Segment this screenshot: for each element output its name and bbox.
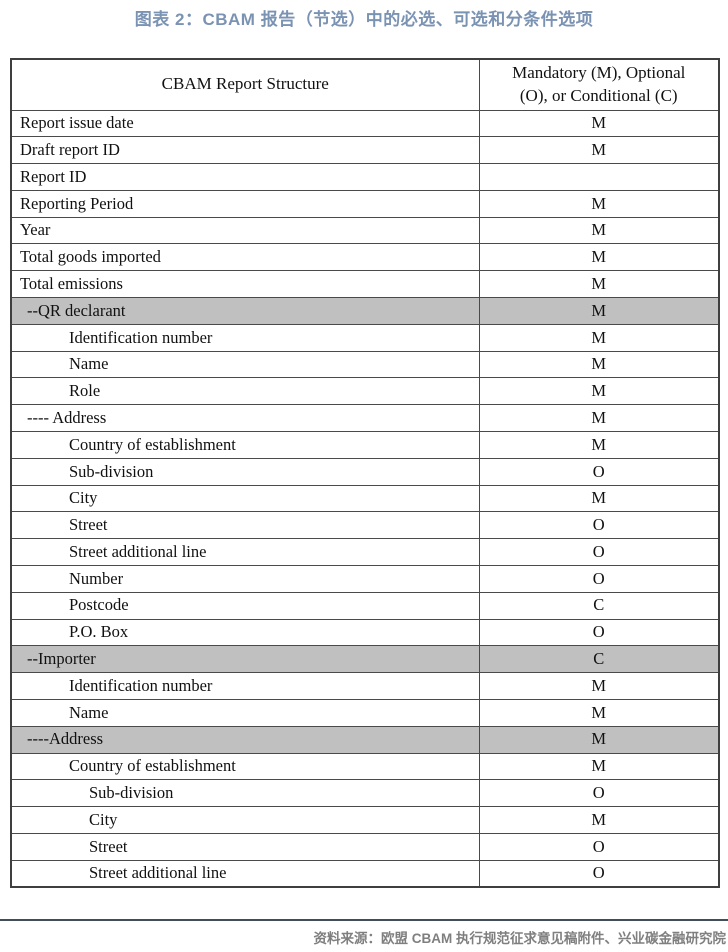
- row-label: Report ID: [10, 163, 480, 191]
- row-label: Identification number: [10, 323, 480, 352]
- table-row: Identification number M: [10, 323, 720, 352]
- row-label: Name: [10, 350, 480, 379]
- row-label: Street: [10, 833, 480, 861]
- table-header-row: CBAM Report Structure Mandatory (M), Opt…: [10, 58, 720, 111]
- row-value: M: [478, 109, 720, 138]
- table-row: Postcode C: [10, 591, 720, 620]
- row-value: M: [478, 699, 720, 727]
- row-value: O: [478, 565, 720, 593]
- row-label: Country of establishment: [10, 752, 480, 781]
- row-value: M: [478, 297, 720, 325]
- source-note: 资料来源：欧盟 CBAM 执行规范征求意见稿附件、兴业碳金融研究院: [313, 931, 727, 946]
- row-value: M: [478, 216, 720, 245]
- column-header-moc: Mandatory (M), Optional (O), or Conditio…: [478, 58, 720, 111]
- table-row: Reporting Period M: [10, 189, 720, 218]
- row-label: P.O. Box: [10, 618, 480, 647]
- row-label: ---- Address: [10, 404, 480, 433]
- row-value: M: [478, 672, 720, 701]
- table-row: Report issue date M: [10, 109, 720, 138]
- table-row: Name M: [10, 350, 720, 379]
- row-value: M: [478, 484, 720, 513]
- table-body: Report issue date M Draft report ID M Report…: [10, 109, 720, 888]
- row-label: Postcode: [10, 591, 480, 620]
- row-label: Sub-division: [10, 779, 480, 808]
- table-row: Total goods imported M: [10, 243, 720, 272]
- row-value: M: [478, 404, 720, 433]
- row-value: O: [478, 618, 720, 647]
- table-row: Draft report ID M: [10, 136, 720, 165]
- table-row: City M: [10, 484, 720, 513]
- page-divider-line: [0, 919, 728, 921]
- row-label: Draft report ID: [10, 136, 480, 165]
- row-value: C: [478, 645, 720, 674]
- row-label: Reporting Period: [10, 189, 480, 218]
- row-label: Report issue date: [10, 109, 480, 138]
- row-value: M: [478, 136, 720, 165]
- row-value: [478, 163, 720, 191]
- row-value: O: [478, 779, 720, 808]
- row-label: City: [10, 806, 480, 835]
- row-value: M: [478, 350, 720, 379]
- column-header-structure: CBAM Report Structure: [10, 58, 480, 111]
- table-row: Identification number M: [10, 672, 720, 701]
- table-row: Sub-division O: [10, 779, 720, 808]
- row-label: Number: [10, 565, 480, 593]
- table-row: Street additional line O: [10, 538, 720, 567]
- row-label: City: [10, 484, 480, 513]
- row-value: O: [478, 538, 720, 567]
- row-label: Country of establishment: [10, 431, 480, 459]
- table-row: Country of establishment M: [10, 431, 720, 459]
- row-value: M: [478, 189, 720, 218]
- row-label: --QR declarant: [10, 297, 480, 325]
- row-label: Street: [10, 511, 480, 540]
- table-row: ----Address M: [10, 725, 720, 754]
- row-value: M: [478, 431, 720, 459]
- table-row: ---- Address M: [10, 404, 720, 433]
- row-label: Total goods imported: [10, 243, 480, 272]
- table-row: Total emissions M: [10, 270, 720, 299]
- row-value: O: [478, 859, 720, 888]
- row-value: O: [478, 511, 720, 540]
- row-label: Year: [10, 216, 480, 245]
- row-value: C: [478, 591, 720, 620]
- row-value: M: [478, 725, 720, 754]
- row-value: O: [478, 457, 720, 486]
- table-row: Number O: [10, 565, 720, 593]
- row-label: Total emissions: [10, 270, 480, 299]
- row-value: M: [478, 243, 720, 272]
- table-row: Report ID: [10, 163, 720, 191]
- table-row: Role M: [10, 377, 720, 406]
- row-label: ----Address: [10, 725, 480, 754]
- table-row: Name M: [10, 699, 720, 727]
- row-value: O: [478, 833, 720, 861]
- table-row: --Importer C: [10, 645, 720, 674]
- table-row: Sub-division O: [10, 457, 720, 486]
- row-label: Street additional line: [10, 538, 480, 567]
- row-value: M: [478, 377, 720, 406]
- table-row: --QR declarant M: [10, 297, 720, 325]
- row-label: Identification number: [10, 672, 480, 701]
- row-label: Street additional line: [10, 859, 480, 888]
- row-label: Sub-division: [10, 457, 480, 486]
- row-value: M: [478, 806, 720, 835]
- row-value: M: [478, 323, 720, 352]
- table-row: Street O: [10, 511, 720, 540]
- table-row: P.O. Box O: [10, 618, 720, 647]
- row-label: --Importer: [10, 645, 480, 674]
- row-value: M: [478, 752, 720, 781]
- table-row: Street O: [10, 833, 720, 861]
- table-row: Year M: [10, 216, 720, 245]
- table-row: Street additional line O: [10, 859, 720, 888]
- cbam-report-table: CBAM Report Structure Mandatory (M), Opt…: [10, 58, 720, 889]
- row-label: Role: [10, 377, 480, 406]
- row-value: M: [478, 270, 720, 299]
- row-label: Name: [10, 699, 480, 727]
- figure-title: 图表 2：CBAM 报告（节选）中的必选、可选和分条件选项: [134, 10, 594, 29]
- table-row: City M: [10, 806, 720, 835]
- table-row: Country of establishment M: [10, 752, 720, 781]
